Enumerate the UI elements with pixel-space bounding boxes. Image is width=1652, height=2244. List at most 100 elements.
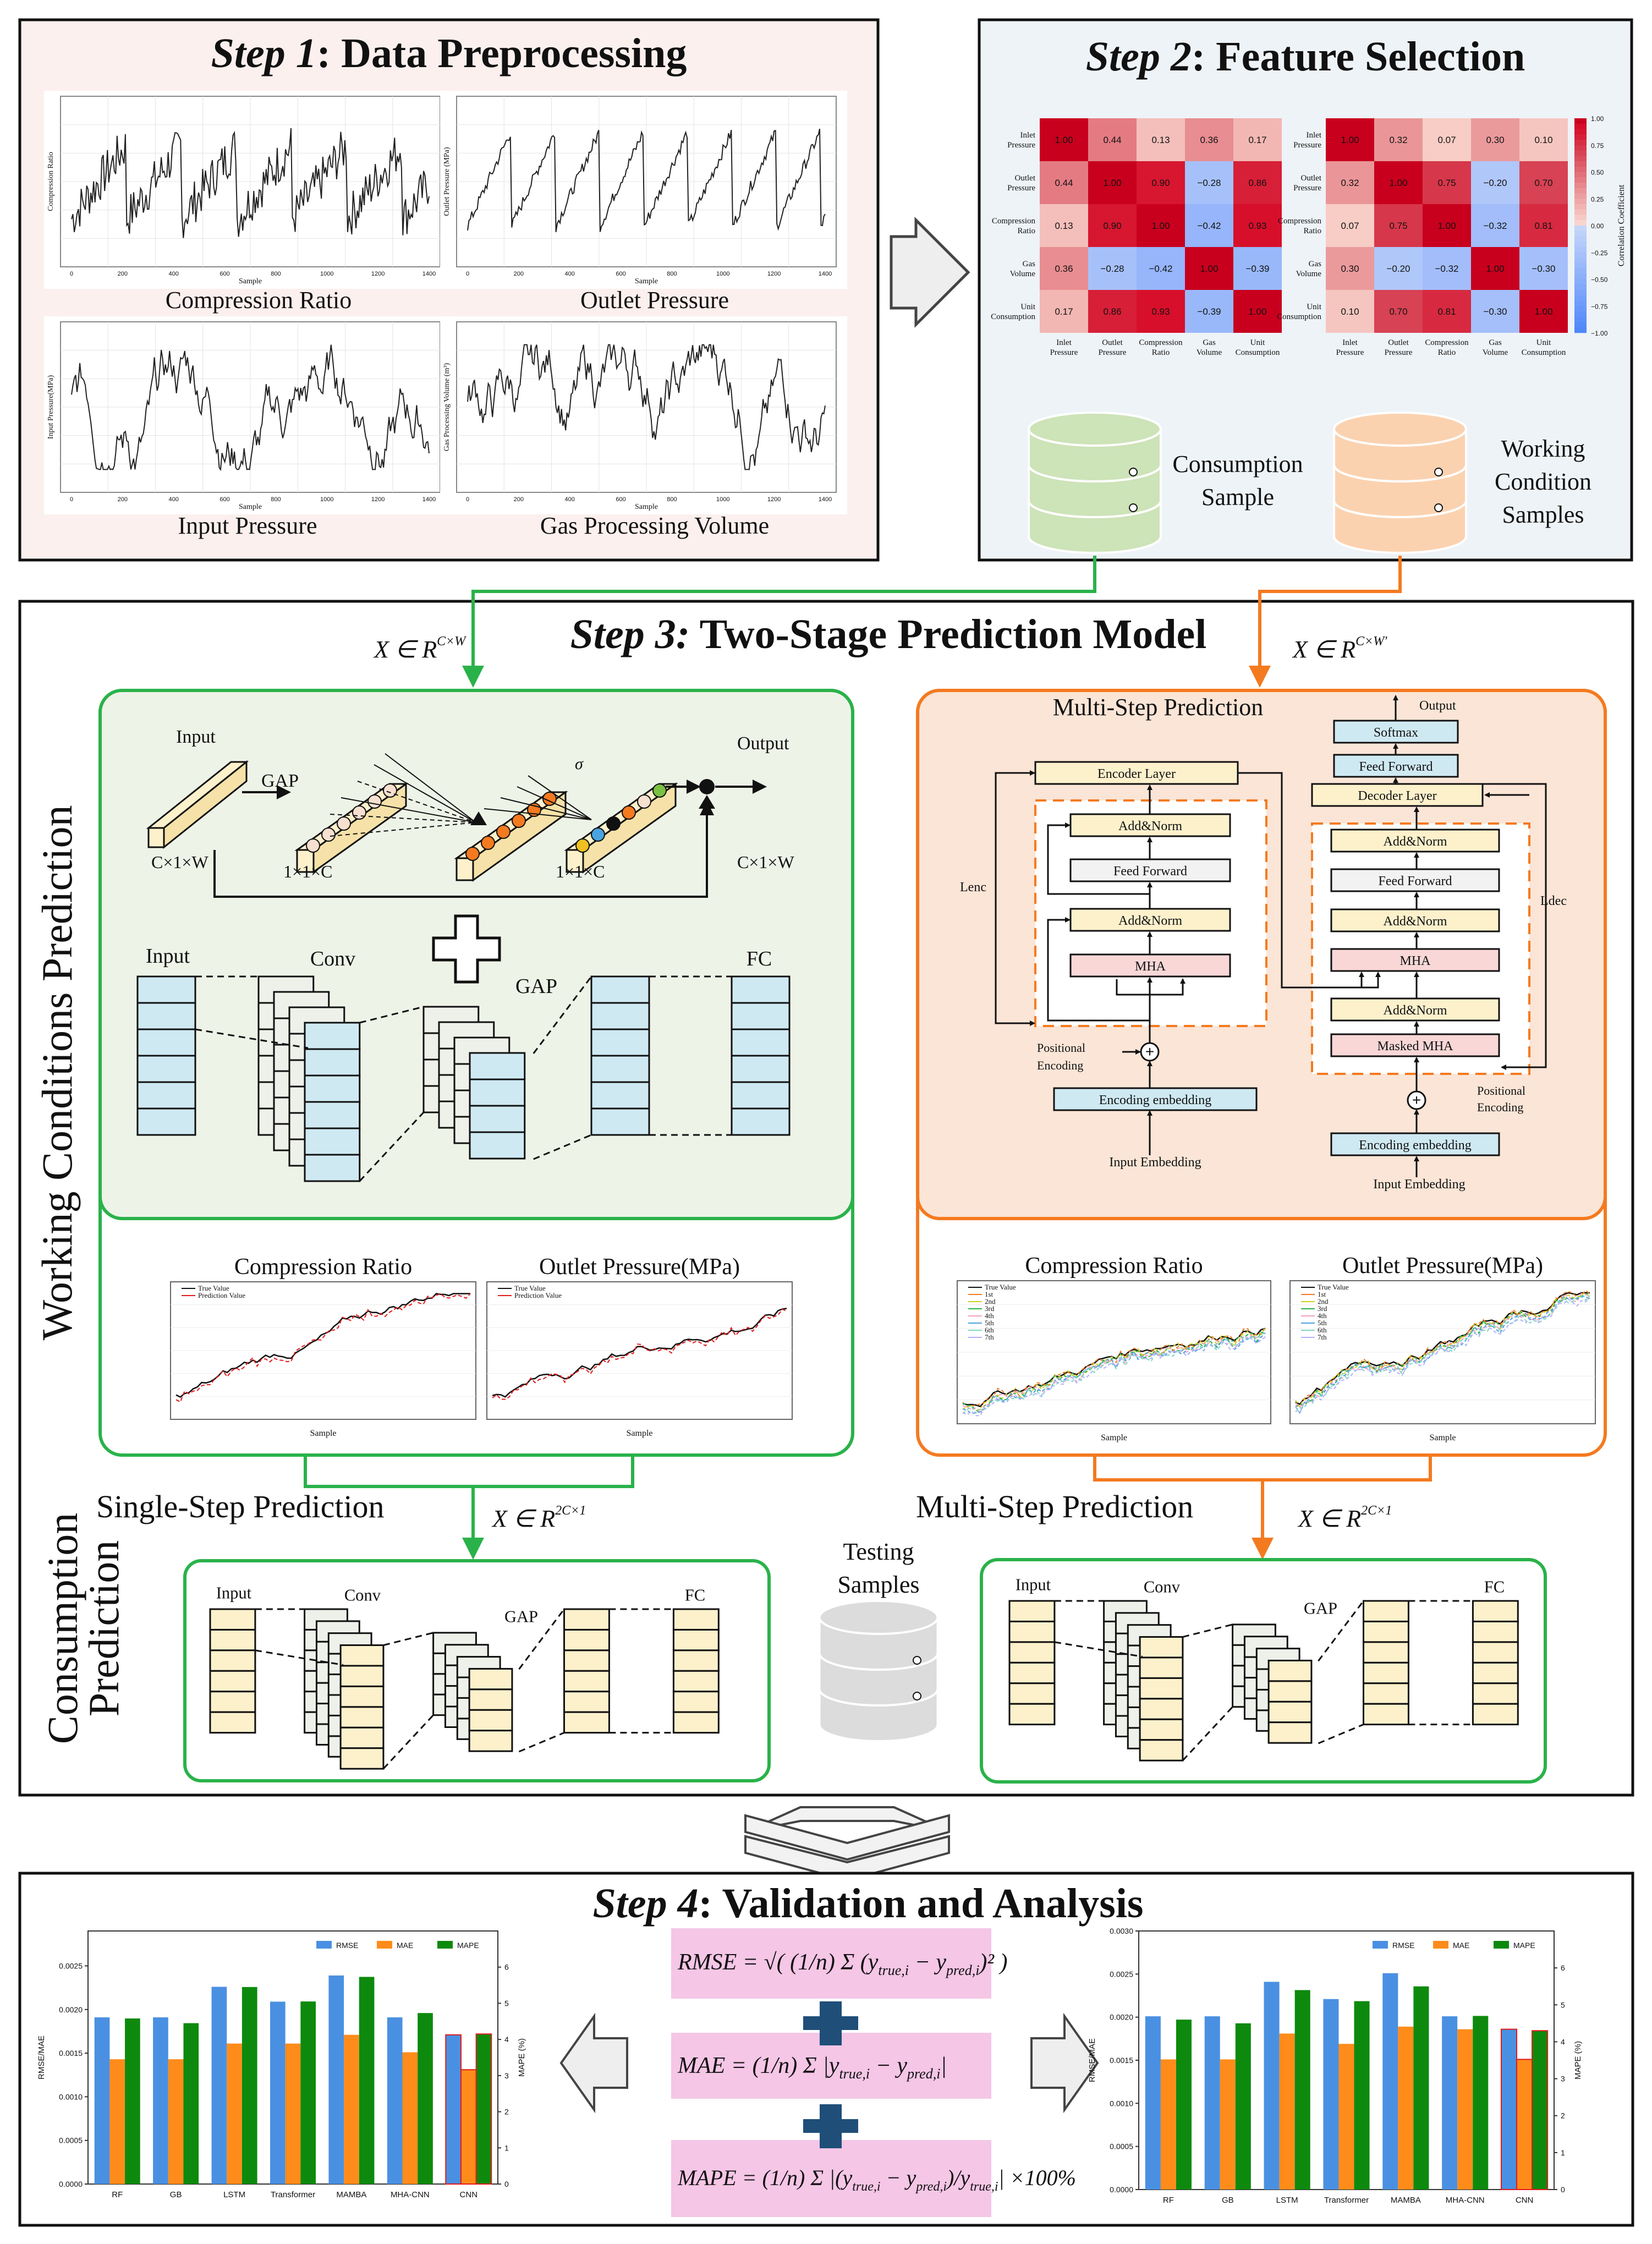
bar-mae bbox=[109, 2059, 125, 2184]
prediction-chart-right-outlet: Outlet Pressure(MPa) True Value1st2nd3rd4… bbox=[1289, 1253, 1596, 1442]
legend-entry: MAE bbox=[397, 1941, 413, 1950]
heatmap-col-label: Pressure bbox=[1385, 348, 1413, 357]
heatmap-col-label: Pressure bbox=[1336, 348, 1364, 357]
heatmap-row-label: Outlet bbox=[1301, 174, 1322, 183]
cnn-gap-label: GAP bbox=[1304, 1599, 1337, 1617]
heatmap-cell-value: 0.90 bbox=[1151, 178, 1170, 188]
x-tick-label: 1200 bbox=[767, 496, 781, 503]
prediction-series-line bbox=[1295, 1292, 1590, 1408]
bar-mae bbox=[460, 2069, 477, 2185]
transformer-diagram: Multi-Step Prediction Encoder Layer Add&No… bbox=[960, 694, 1567, 1192]
y-tick-label: 0.0005 bbox=[59, 2136, 83, 2145]
legend-entry: True Value bbox=[985, 1283, 1016, 1291]
x-tick-label: RF bbox=[1163, 2196, 1174, 2205]
legend-entry: RMSE bbox=[1392, 1941, 1414, 1950]
heatmap-col-label: Ratio bbox=[1438, 348, 1456, 357]
prediction-x-label: Sample bbox=[627, 1429, 653, 1438]
decoder-softmax-box: Softmax bbox=[1374, 726, 1418, 740]
input-shape-bottom-left: X ∈ R2C×1 bbox=[491, 1504, 586, 1532]
y-tick-label: 0.0010 bbox=[1110, 2099, 1133, 2108]
plot-caption: Gas Processing Volume bbox=[540, 512, 769, 539]
heatmap-cell-value: −0.39 bbox=[1197, 306, 1221, 317]
decoder-embedding-box: Encoding embedding bbox=[1359, 1138, 1472, 1153]
x-axis-label: Sample bbox=[635, 503, 658, 511]
heatmap-cell-value: 0.17 bbox=[1248, 135, 1266, 145]
y2-tick-label: 0 bbox=[504, 2180, 509, 2188]
testing-samples-label-1: Testing bbox=[843, 1538, 914, 1565]
series-line bbox=[71, 344, 430, 471]
heatmap-cell-value: −0.32 bbox=[1483, 221, 1507, 231]
heatmap-cell-value: 1.00 bbox=[1486, 264, 1504, 274]
x-tick-label: LSTM bbox=[1276, 2196, 1298, 2205]
decoder-output-label: Output bbox=[1419, 699, 1456, 713]
decoder-mha: MHA bbox=[1399, 954, 1431, 968]
x-axis-label: Sample bbox=[635, 277, 658, 286]
colorbar-tick: −1.00 bbox=[1591, 330, 1608, 337]
step4-title: : Validation and Analysis bbox=[699, 1880, 1144, 1927]
y-axis-label: RMSE/MAE bbox=[1088, 2038, 1097, 2082]
cnn-model-consumption-left: Input Conv GAP FC bbox=[209, 1584, 720, 1770]
cnn-fc-label: FC bbox=[747, 947, 772, 970]
decoder-addnorm-2: Add&Norm bbox=[1384, 914, 1447, 929]
series-line bbox=[467, 344, 826, 470]
consumption-sample-label-1: Consumption bbox=[1172, 451, 1303, 478]
plot-caption: Outlet Pressure bbox=[580, 287, 729, 314]
heatmap-cell-value: 1.00 bbox=[1055, 135, 1073, 145]
heatmap-cell-value: 0.36 bbox=[1055, 264, 1073, 274]
bar-mape bbox=[1473, 2016, 1489, 2190]
bar-rmse bbox=[328, 1975, 344, 2184]
x-tick-label: 0 bbox=[70, 271, 73, 277]
heatmap-cell-value: 1.00 bbox=[1151, 221, 1170, 231]
y2-tick-label: 6 bbox=[1561, 1963, 1565, 1972]
cnn-conv-label: Conv bbox=[344, 1585, 381, 1604]
bar-chart-left: 0.0000 0.0005 0.0010 0.0015 0.0020 0.0025 0 1 2 3… bbox=[37, 1930, 526, 2199]
x-tick-label: 200 bbox=[118, 271, 128, 277]
cnn-model-consumption-right: Input Conv GAP FC bbox=[1008, 1576, 1519, 1762]
working-conditions-side-label: Working Conditions Prediction bbox=[33, 805, 81, 1340]
bar-mae bbox=[1398, 2026, 1414, 2190]
legend-entry: 7th bbox=[985, 1333, 994, 1341]
colorbar-tick: 0.25 bbox=[1591, 195, 1604, 203]
bar-mape bbox=[1235, 2023, 1251, 2190]
testing-samples-label-2: Samples bbox=[837, 1571, 919, 1598]
bar-mape bbox=[1176, 2020, 1192, 2190]
heatmap-cell-value: −0.39 bbox=[1245, 264, 1269, 274]
legend-entry: 3rd bbox=[985, 1304, 995, 1313]
x-tick-label: CNN bbox=[460, 2190, 478, 2199]
bar-rmse bbox=[445, 2034, 462, 2185]
legend-entry: True Value bbox=[198, 1284, 229, 1292]
heatmap-cell-value: −0.42 bbox=[1197, 221, 1221, 231]
step4-heading: Step 4: Validation and Analysis bbox=[592, 1880, 1143, 1927]
input-shape-right: X ∈ RC×W' bbox=[1292, 634, 1387, 663]
transformer-title: Multi-Step Prediction bbox=[1053, 694, 1264, 721]
x-tick-label: 200 bbox=[118, 496, 128, 503]
ldec-label: Ldec bbox=[1540, 894, 1567, 908]
testing-database-icon bbox=[818, 1600, 939, 1742]
step3-panel: Step 3: Two-Stage Prediction Model X ∈ R… bbox=[18, 556, 1634, 1797]
heatmap-row-label: Pressure bbox=[1007, 141, 1035, 150]
heatmap-cell-value: 0.30 bbox=[1341, 264, 1359, 274]
x-tick-label: 400 bbox=[565, 271, 575, 277]
cnn-model-working-conditions: Input Conv GAP FC bbox=[136, 945, 791, 1182]
heatmap-col-label: Gas bbox=[1489, 338, 1501, 347]
bar-rmse bbox=[1145, 2016, 1161, 2190]
x-tick-label: CNN bbox=[1516, 2196, 1534, 2205]
bar-mae bbox=[227, 2043, 242, 2184]
heatmap-col-label: Consumption bbox=[1522, 348, 1566, 357]
se-output-label: Output bbox=[737, 733, 789, 754]
colorbar-tick: −0.25 bbox=[1591, 249, 1608, 257]
bar-rmse bbox=[1264, 1982, 1280, 2190]
y2-tick-label: 0 bbox=[1561, 2185, 1565, 2194]
mae-formula: MAE = (1/n) Σ |ytrue,i − ypred,i| bbox=[677, 2053, 947, 2082]
x-tick-label: GB bbox=[170, 2190, 182, 2199]
x-axis-label: Sample bbox=[239, 503, 262, 511]
y-axis-label: Input Pressure(MPa) bbox=[47, 375, 55, 440]
y-tick-label: 0.0000 bbox=[59, 2180, 83, 2188]
heatmap-cell-value: 1.00 bbox=[1200, 264, 1218, 274]
heatmap-row-label: Pressure bbox=[1293, 141, 1321, 150]
y-axis-label: Outlet Pressure (MPa) bbox=[443, 147, 451, 216]
legend-entry: True Value bbox=[1318, 1283, 1349, 1291]
x-tick-label: 1400 bbox=[422, 271, 436, 277]
legend-entry: Prediction Value bbox=[198, 1291, 245, 1299]
x-tick-label: 200 bbox=[514, 496, 524, 503]
